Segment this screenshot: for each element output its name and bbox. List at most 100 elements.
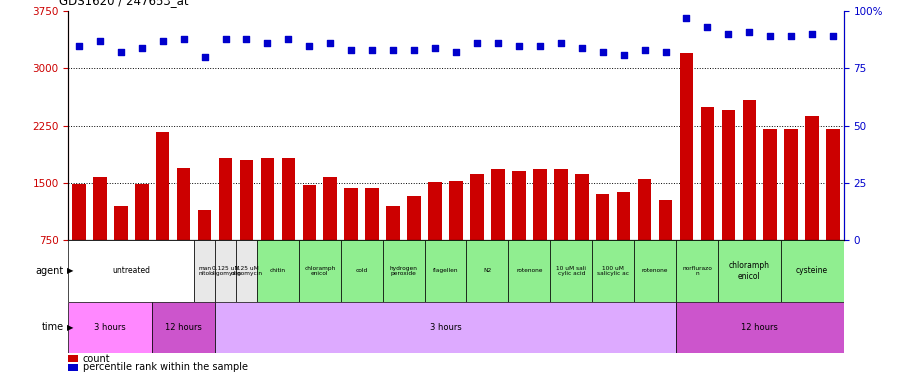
Text: 12 hours: 12 hours: [165, 322, 202, 332]
Bar: [365, 188, 379, 240]
Bar: [637, 179, 650, 240]
Text: ▶: ▶: [67, 266, 73, 275]
Bar: [152, 302, 215, 352]
Point: [783, 33, 798, 39]
Text: man
nitol: man nitol: [198, 266, 210, 276]
Bar: [616, 192, 630, 240]
Bar: [763, 129, 776, 240]
Point: [302, 43, 316, 49]
Bar: [425, 240, 466, 302]
Bar: [407, 196, 421, 240]
Text: 3 hours: 3 hours: [429, 322, 461, 332]
Text: 10 uM sali
cylic acid: 10 uM sali cylic acid: [556, 266, 586, 276]
Bar: [114, 206, 128, 240]
Bar: [323, 177, 337, 240]
Bar: [658, 200, 671, 240]
Point: [658, 50, 672, 55]
Bar: [511, 171, 525, 240]
Bar: [281, 158, 295, 240]
Bar: [507, 240, 549, 302]
Bar: [341, 240, 383, 302]
Point: [427, 45, 442, 51]
Bar: [93, 177, 107, 240]
Text: hydrogen
peroxide: hydrogen peroxide: [389, 266, 417, 276]
Bar: [679, 53, 692, 240]
Text: 1.25 uM
oligomycin: 1.25 uM oligomycin: [230, 266, 262, 276]
Text: agent: agent: [36, 266, 64, 276]
Text: norflurazo
n: norflurazo n: [681, 266, 711, 276]
Text: time: time: [42, 322, 64, 332]
Text: untreated: untreated: [112, 266, 150, 275]
Bar: [825, 129, 839, 240]
Bar: [386, 206, 400, 240]
Text: percentile rank within the sample: percentile rank within the sample: [83, 362, 248, 372]
Text: cold: cold: [355, 268, 367, 273]
Bar: [633, 240, 675, 302]
Bar: [261, 158, 274, 240]
Bar: [591, 240, 633, 302]
Point: [511, 43, 526, 49]
Bar: [215, 302, 675, 352]
Point: [364, 47, 379, 53]
Bar: [804, 116, 818, 240]
Text: chitin: chitin: [270, 268, 286, 273]
Point: [71, 43, 86, 49]
Bar: [344, 188, 358, 240]
Point: [239, 36, 253, 42]
Point: [218, 36, 232, 42]
Bar: [68, 302, 152, 352]
Bar: [470, 174, 483, 240]
Bar: [198, 210, 211, 240]
Bar: [428, 182, 441, 240]
Bar: [299, 240, 341, 302]
Point: [532, 43, 547, 49]
Text: ▶: ▶: [67, 322, 73, 332]
Bar: [449, 181, 462, 240]
Point: [721, 31, 735, 37]
Bar: [466, 240, 507, 302]
Point: [469, 40, 484, 46]
Bar: [219, 158, 232, 240]
Point: [343, 47, 358, 53]
Bar: [257, 240, 299, 302]
Bar: [553, 169, 567, 240]
Point: [197, 54, 211, 60]
Point: [700, 24, 714, 30]
Point: [260, 40, 274, 46]
Text: chloramph
enicol: chloramph enicol: [728, 261, 769, 280]
Point: [92, 38, 107, 44]
Bar: [72, 184, 86, 240]
Point: [385, 47, 400, 53]
Bar: [700, 106, 713, 240]
Bar: [490, 169, 504, 240]
Point: [155, 38, 169, 44]
Text: cysteine: cysteine: [795, 266, 827, 275]
Text: 3 hours: 3 hours: [95, 322, 126, 332]
Text: rotenone: rotenone: [641, 268, 668, 273]
Bar: [675, 240, 717, 302]
Bar: [383, 240, 425, 302]
Point: [574, 45, 589, 51]
Bar: [135, 184, 148, 240]
Point: [679, 15, 693, 21]
Bar: [574, 174, 588, 240]
Point: [595, 50, 609, 55]
Bar: [717, 240, 780, 302]
Point: [490, 40, 505, 46]
Point: [113, 50, 128, 55]
Text: GDS1620 / 247653_at: GDS1620 / 247653_at: [59, 0, 189, 8]
Bar: [780, 240, 843, 302]
Bar: [215, 240, 236, 302]
Bar: [532, 169, 546, 240]
Point: [281, 36, 295, 42]
Bar: [675, 302, 843, 352]
Bar: [302, 185, 316, 240]
Point: [553, 40, 568, 46]
Text: rotenone: rotenone: [516, 268, 542, 273]
Bar: [549, 240, 591, 302]
Bar: [595, 194, 609, 240]
Point: [134, 45, 148, 51]
Point: [763, 33, 777, 39]
Bar: [156, 132, 169, 240]
Bar: [240, 160, 253, 240]
